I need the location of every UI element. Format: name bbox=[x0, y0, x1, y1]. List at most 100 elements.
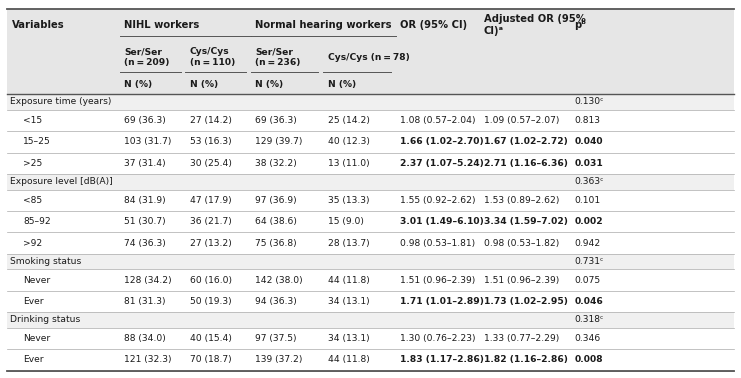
Text: 1.55 (0.92–2.62): 1.55 (0.92–2.62) bbox=[400, 196, 476, 205]
Text: Cys/Cys (n = 78): Cys/Cys (n = 78) bbox=[328, 53, 410, 62]
Text: 0.813: 0.813 bbox=[574, 116, 600, 125]
Text: 1.51 (0.96–2.39): 1.51 (0.96–2.39) bbox=[400, 276, 476, 285]
Text: NIHL workers: NIHL workers bbox=[124, 20, 199, 29]
Text: 40 (15.4): 40 (15.4) bbox=[190, 334, 231, 343]
Text: Never: Never bbox=[24, 334, 50, 343]
Text: Ever: Ever bbox=[24, 297, 44, 306]
Text: 97 (36.9): 97 (36.9) bbox=[255, 196, 296, 205]
Text: N (%): N (%) bbox=[124, 80, 153, 89]
Text: 0.98 (0.53–1.82): 0.98 (0.53–1.82) bbox=[484, 239, 559, 248]
Text: 94 (36.3): 94 (36.3) bbox=[255, 297, 297, 306]
Text: Ever: Ever bbox=[24, 355, 44, 364]
Bar bbox=[7, 189, 734, 211]
Text: Ser/Ser
(n = 209): Ser/Ser (n = 209) bbox=[124, 47, 170, 67]
Text: 142 (38.0): 142 (38.0) bbox=[255, 276, 302, 285]
Text: 0.075: 0.075 bbox=[574, 276, 601, 285]
Text: N (%): N (%) bbox=[255, 80, 283, 89]
Text: Cys/Cys
(n = 110): Cys/Cys (n = 110) bbox=[190, 47, 235, 67]
Text: Variables: Variables bbox=[12, 20, 64, 29]
Text: 1.73 (1.02–2.95): 1.73 (1.02–2.95) bbox=[484, 297, 568, 306]
Bar bbox=[7, 153, 734, 174]
Text: 60 (16.0): 60 (16.0) bbox=[190, 276, 232, 285]
Text: OR (95% CI): OR (95% CI) bbox=[400, 20, 468, 29]
Text: 27 (13.2): 27 (13.2) bbox=[190, 239, 231, 248]
Text: 129 (39.7): 129 (39.7) bbox=[255, 137, 302, 146]
Text: 0.008: 0.008 bbox=[574, 355, 603, 364]
Text: >25: >25 bbox=[24, 159, 43, 168]
Text: 13 (11.0): 13 (11.0) bbox=[328, 159, 369, 168]
Text: 1.82 (1.16–2.86): 1.82 (1.16–2.86) bbox=[484, 355, 568, 364]
Text: 44 (11.8): 44 (11.8) bbox=[328, 355, 370, 364]
Text: 0.040: 0.040 bbox=[574, 137, 603, 146]
Text: 44 (11.8): 44 (11.8) bbox=[328, 276, 370, 285]
Bar bbox=[7, 291, 734, 312]
Text: 53 (16.3): 53 (16.3) bbox=[190, 137, 231, 146]
Text: 0.98 (0.53–1.81): 0.98 (0.53–1.81) bbox=[400, 239, 476, 248]
Bar bbox=[7, 269, 734, 291]
Text: 0.130ᶜ: 0.130ᶜ bbox=[574, 98, 604, 107]
Bar bbox=[7, 328, 734, 349]
Bar bbox=[7, 232, 734, 254]
Text: Ser/Ser
(n = 236): Ser/Ser (n = 236) bbox=[255, 47, 300, 67]
Text: 85–92: 85–92 bbox=[24, 217, 51, 226]
Text: 0.318ᶜ: 0.318ᶜ bbox=[574, 315, 604, 324]
Text: 51 (30.7): 51 (30.7) bbox=[124, 217, 166, 226]
Bar bbox=[7, 110, 734, 131]
Text: 37 (31.4): 37 (31.4) bbox=[124, 159, 166, 168]
Text: 0.046: 0.046 bbox=[574, 297, 603, 306]
Text: 70 (18.7): 70 (18.7) bbox=[190, 355, 231, 364]
Text: 97 (37.5): 97 (37.5) bbox=[255, 334, 296, 343]
Text: 3.34 (1.59–7.02): 3.34 (1.59–7.02) bbox=[484, 217, 568, 226]
Text: 47 (17.9): 47 (17.9) bbox=[190, 196, 231, 205]
Text: 36 (21.7): 36 (21.7) bbox=[190, 217, 231, 226]
Text: 27 (14.2): 27 (14.2) bbox=[190, 116, 231, 125]
Text: 1.83 (1.17–2.86): 1.83 (1.17–2.86) bbox=[400, 355, 484, 364]
Bar bbox=[7, 174, 734, 189]
Text: 0.731ᶜ: 0.731ᶜ bbox=[574, 257, 604, 266]
Text: 38 (32.2): 38 (32.2) bbox=[255, 159, 297, 168]
Text: pᵇ: pᵇ bbox=[574, 20, 587, 29]
Text: 15 (9.0): 15 (9.0) bbox=[328, 217, 364, 226]
Text: 121 (32.3): 121 (32.3) bbox=[124, 355, 172, 364]
Text: Exposure time (years): Exposure time (years) bbox=[10, 98, 112, 107]
Text: 0.101: 0.101 bbox=[574, 196, 601, 205]
Text: 0.942: 0.942 bbox=[574, 239, 601, 248]
Text: 74 (36.3): 74 (36.3) bbox=[124, 239, 166, 248]
Text: 0.002: 0.002 bbox=[574, 217, 603, 226]
Text: N (%): N (%) bbox=[190, 80, 218, 89]
Text: 1.33 (0.77–2.29): 1.33 (0.77–2.29) bbox=[484, 334, 559, 343]
Text: N (%): N (%) bbox=[328, 80, 356, 89]
Text: 64 (38.6): 64 (38.6) bbox=[255, 217, 297, 226]
Text: Never: Never bbox=[24, 276, 50, 285]
Text: 139 (37.2): 139 (37.2) bbox=[255, 355, 302, 364]
Text: 128 (34.2): 128 (34.2) bbox=[124, 276, 172, 285]
Bar bbox=[7, 254, 734, 269]
Bar bbox=[7, 312, 734, 328]
Text: 1.53 (0.89–2.62): 1.53 (0.89–2.62) bbox=[484, 196, 559, 205]
Text: 75 (36.8): 75 (36.8) bbox=[255, 239, 296, 248]
Text: 0.031: 0.031 bbox=[574, 159, 603, 168]
Text: 3.01 (1.49–6.10): 3.01 (1.49–6.10) bbox=[400, 217, 484, 226]
Text: 1.71 (1.01–2.89): 1.71 (1.01–2.89) bbox=[400, 297, 484, 306]
Text: Smoking status: Smoking status bbox=[10, 257, 82, 266]
Text: 1.51 (0.96–2.39): 1.51 (0.96–2.39) bbox=[484, 276, 559, 285]
Bar bbox=[7, 75, 734, 94]
Bar bbox=[7, 9, 734, 40]
Text: 30 (25.4): 30 (25.4) bbox=[190, 159, 231, 168]
Text: 25 (14.2): 25 (14.2) bbox=[328, 116, 370, 125]
Text: 0.346: 0.346 bbox=[574, 334, 601, 343]
Text: 1.08 (0.57–2.04): 1.08 (0.57–2.04) bbox=[400, 116, 476, 125]
Bar bbox=[7, 131, 734, 153]
Text: 84 (31.9): 84 (31.9) bbox=[124, 196, 166, 205]
Bar bbox=[7, 94, 734, 110]
Text: 69 (36.3): 69 (36.3) bbox=[255, 116, 297, 125]
Text: 28 (13.7): 28 (13.7) bbox=[328, 239, 369, 248]
Text: 35 (13.3): 35 (13.3) bbox=[328, 196, 369, 205]
Text: 34 (13.1): 34 (13.1) bbox=[328, 297, 369, 306]
Text: <15: <15 bbox=[24, 116, 42, 125]
Text: 50 (19.3): 50 (19.3) bbox=[190, 297, 231, 306]
Text: 1.30 (0.76–2.23): 1.30 (0.76–2.23) bbox=[400, 334, 476, 343]
Text: 40 (12.3): 40 (12.3) bbox=[328, 137, 370, 146]
Bar bbox=[7, 349, 734, 370]
Text: <85: <85 bbox=[24, 196, 42, 205]
